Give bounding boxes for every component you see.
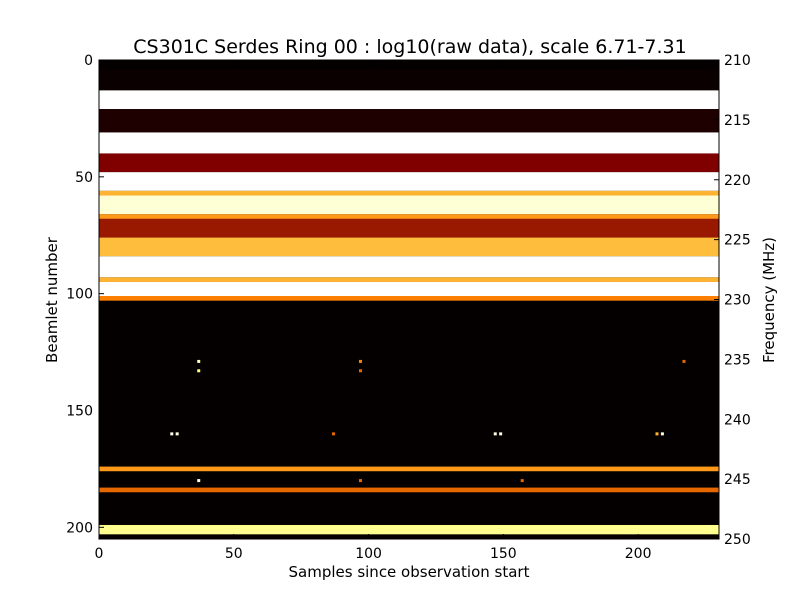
heatmap-spot-6 [175,432,179,436]
heatmap-band-14 [99,295,719,301]
y2-tick-label-5: 235 [724,352,751,368]
y-axis-left: 0 50 100 150 200 [66,53,104,536]
heatmap-band-6 [99,190,719,196]
heatmap-band-3 [99,132,719,154]
y-tick-label-1: 50 [75,170,93,186]
heatmap-band-7 [99,195,719,215]
y2-tick-label-3: 225 [724,233,751,249]
heatmap-spot-4 [682,359,686,363]
y2-tick-label-8: 250 [724,532,751,548]
y2-tick-label-4: 230 [724,293,751,309]
heatmap-band-13 [99,281,719,296]
plot-area [99,60,719,539]
heatmap-band-9 [99,218,719,238]
y2-tick-label-1: 215 [724,113,751,129]
heatmap-band-17 [99,524,719,535]
y2-tick-label-2: 220 [724,173,751,189]
heatmap-band-12 [99,277,719,282]
y-tick-label-2: 100 [66,287,93,303]
heatmap-spot-7 [332,432,336,436]
x-tick-label-2: 100 [355,546,382,562]
heatmap-band-0 [99,69,719,91]
y2-tick-label-7: 245 [724,472,751,488]
heatmap-spot-1 [197,369,201,373]
heatmap-spot-5 [170,432,174,436]
heatmap-spot-3 [358,369,362,373]
heatmap-band-4 [99,153,719,173]
heatmap-band-16 [99,487,719,493]
heatmap-spot-13 [358,479,362,483]
y-tick-label-3: 150 [66,403,93,419]
x-tick-label-0: 0 [95,546,104,562]
heatmap-band-15 [99,466,719,472]
x-axis-label: Samples since observation start [289,563,530,581]
y2-tick-label-6: 240 [724,412,751,428]
heatmap-band-8 [99,214,719,219]
heatmap-spot-9 [499,432,503,436]
heatmap-band-1 [99,90,719,110]
y-axis-label: Beamlet number [43,236,61,363]
y2-tick-label-0: 210 [724,53,751,69]
x-axis: 0 50 100 150 200 [95,60,652,562]
heatmap-band-2 [99,109,719,133]
heatmap-spot-0 [197,359,201,363]
heatmap-band-5 [99,172,719,191]
heatmap-bands [99,69,719,535]
y2-axis-label: Frequency (MHz) [760,237,778,363]
y-axis-right: 210 215 220 225 230 235 240 245 250 [714,53,751,548]
heatmap-spot-11 [660,432,664,436]
heatmap-spot-12 [197,479,201,483]
x-tick-label-3: 150 [490,546,517,562]
y-tick-label-0: 0 [84,53,93,69]
heatmap-spots [170,359,686,483]
chart-title: CS301C Serdes Ring 00 : log10(raw data),… [133,36,686,58]
heatmap-spot-2 [358,359,362,363]
x-tick-label-4: 200 [625,546,652,562]
heatmap-band-11 [99,256,719,278]
x-tick-label-1: 50 [225,546,243,562]
y-tick-label-4: 200 [66,520,93,536]
heatmap-band-10 [99,237,719,257]
heatmap-spot-8 [493,432,497,436]
heatmap-spot-10 [655,432,659,436]
heatmap-spot-14 [520,479,524,483]
